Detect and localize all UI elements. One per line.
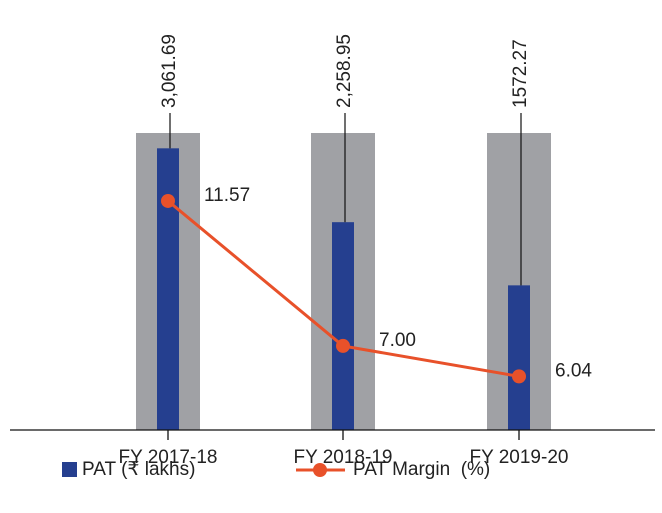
x-tick-label: FY 2018-19	[294, 447, 393, 468]
data-label: 3,061.69	[159, 34, 180, 108]
line-point	[336, 338, 350, 353]
legend-label: PAT Margin (%)	[353, 459, 490, 480]
line-point	[512, 369, 526, 384]
data-label: 7.00	[379, 330, 416, 351]
data-label: 6.04	[555, 360, 592, 381]
bar	[157, 148, 179, 430]
line-point	[161, 193, 175, 208]
bar	[508, 285, 530, 430]
x-tick-label: FY 2017-18	[119, 447, 218, 468]
x-tick-label: FY 2019-20	[470, 447, 569, 468]
data-label: 2,258.95	[334, 34, 355, 108]
data-label: 11.57	[204, 185, 250, 206]
legend-swatch	[62, 462, 77, 477]
data-label: 1572.27	[510, 39, 531, 108]
bar	[332, 222, 354, 430]
legend-label: PAT (₹ lakhs)	[82, 459, 195, 480]
legend-swatch	[313, 463, 327, 477]
